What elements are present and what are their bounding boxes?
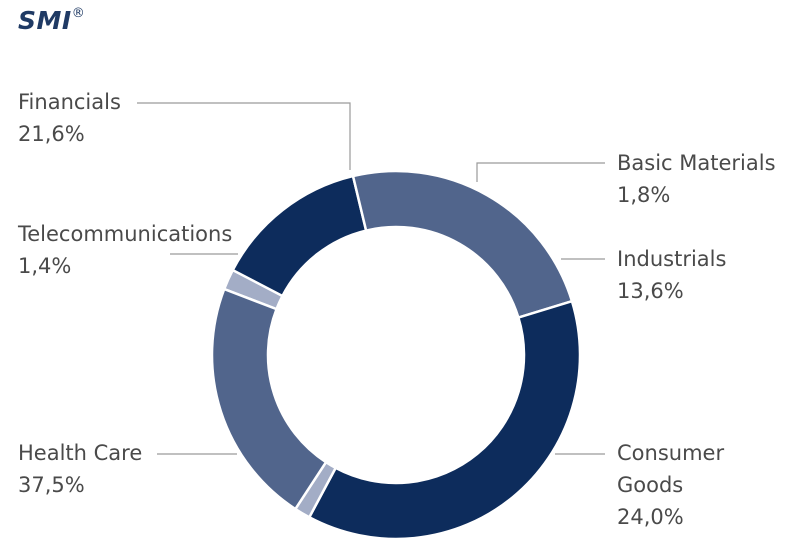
slice-health-care bbox=[307, 299, 582, 541]
label-financials: Financials 21,6% bbox=[18, 86, 121, 150]
leader-line-financials bbox=[137, 102, 351, 170]
label-health-care: Health Care 37,5% bbox=[18, 437, 142, 501]
label-consumer-goods-value: 24,0% bbox=[617, 505, 684, 529]
slice-financials bbox=[210, 287, 328, 511]
label-consumer-goods-name-line1: Consumer bbox=[617, 441, 725, 465]
label-financials-value: 21,6% bbox=[18, 122, 85, 146]
slice-industrials bbox=[231, 174, 368, 298]
label-consumer-goods: Consumer Goods 24,0% bbox=[617, 437, 724, 533]
label-health-care-name: Health Care bbox=[18, 441, 143, 465]
label-industrials-value: 13,6% bbox=[617, 279, 684, 303]
label-financials-name: Financials bbox=[18, 90, 121, 114]
label-telecommunications: Telecommunications 1,4% bbox=[18, 218, 232, 282]
label-health-care-value: 37,5% bbox=[18, 473, 85, 497]
label-consumer-goods-name-line2: Goods bbox=[617, 473, 684, 497]
label-basic-materials: Basic Materials 1,8% bbox=[617, 147, 776, 211]
label-telecommunications-value: 1,4% bbox=[18, 254, 72, 278]
label-basic-materials-value: 1,8% bbox=[617, 183, 671, 207]
slice-consumer-goods bbox=[351, 169, 574, 320]
label-basic-materials-name: Basic Materials bbox=[617, 151, 776, 175]
label-industrials-name: Industrials bbox=[617, 247, 727, 271]
leader-line-basic-materials bbox=[476, 162, 605, 182]
label-industrials: Industrials 13,6% bbox=[617, 243, 726, 307]
label-telecommunications-name: Telecommunications bbox=[18, 222, 233, 246]
chart-title: SMI® bbox=[18, 5, 86, 35]
